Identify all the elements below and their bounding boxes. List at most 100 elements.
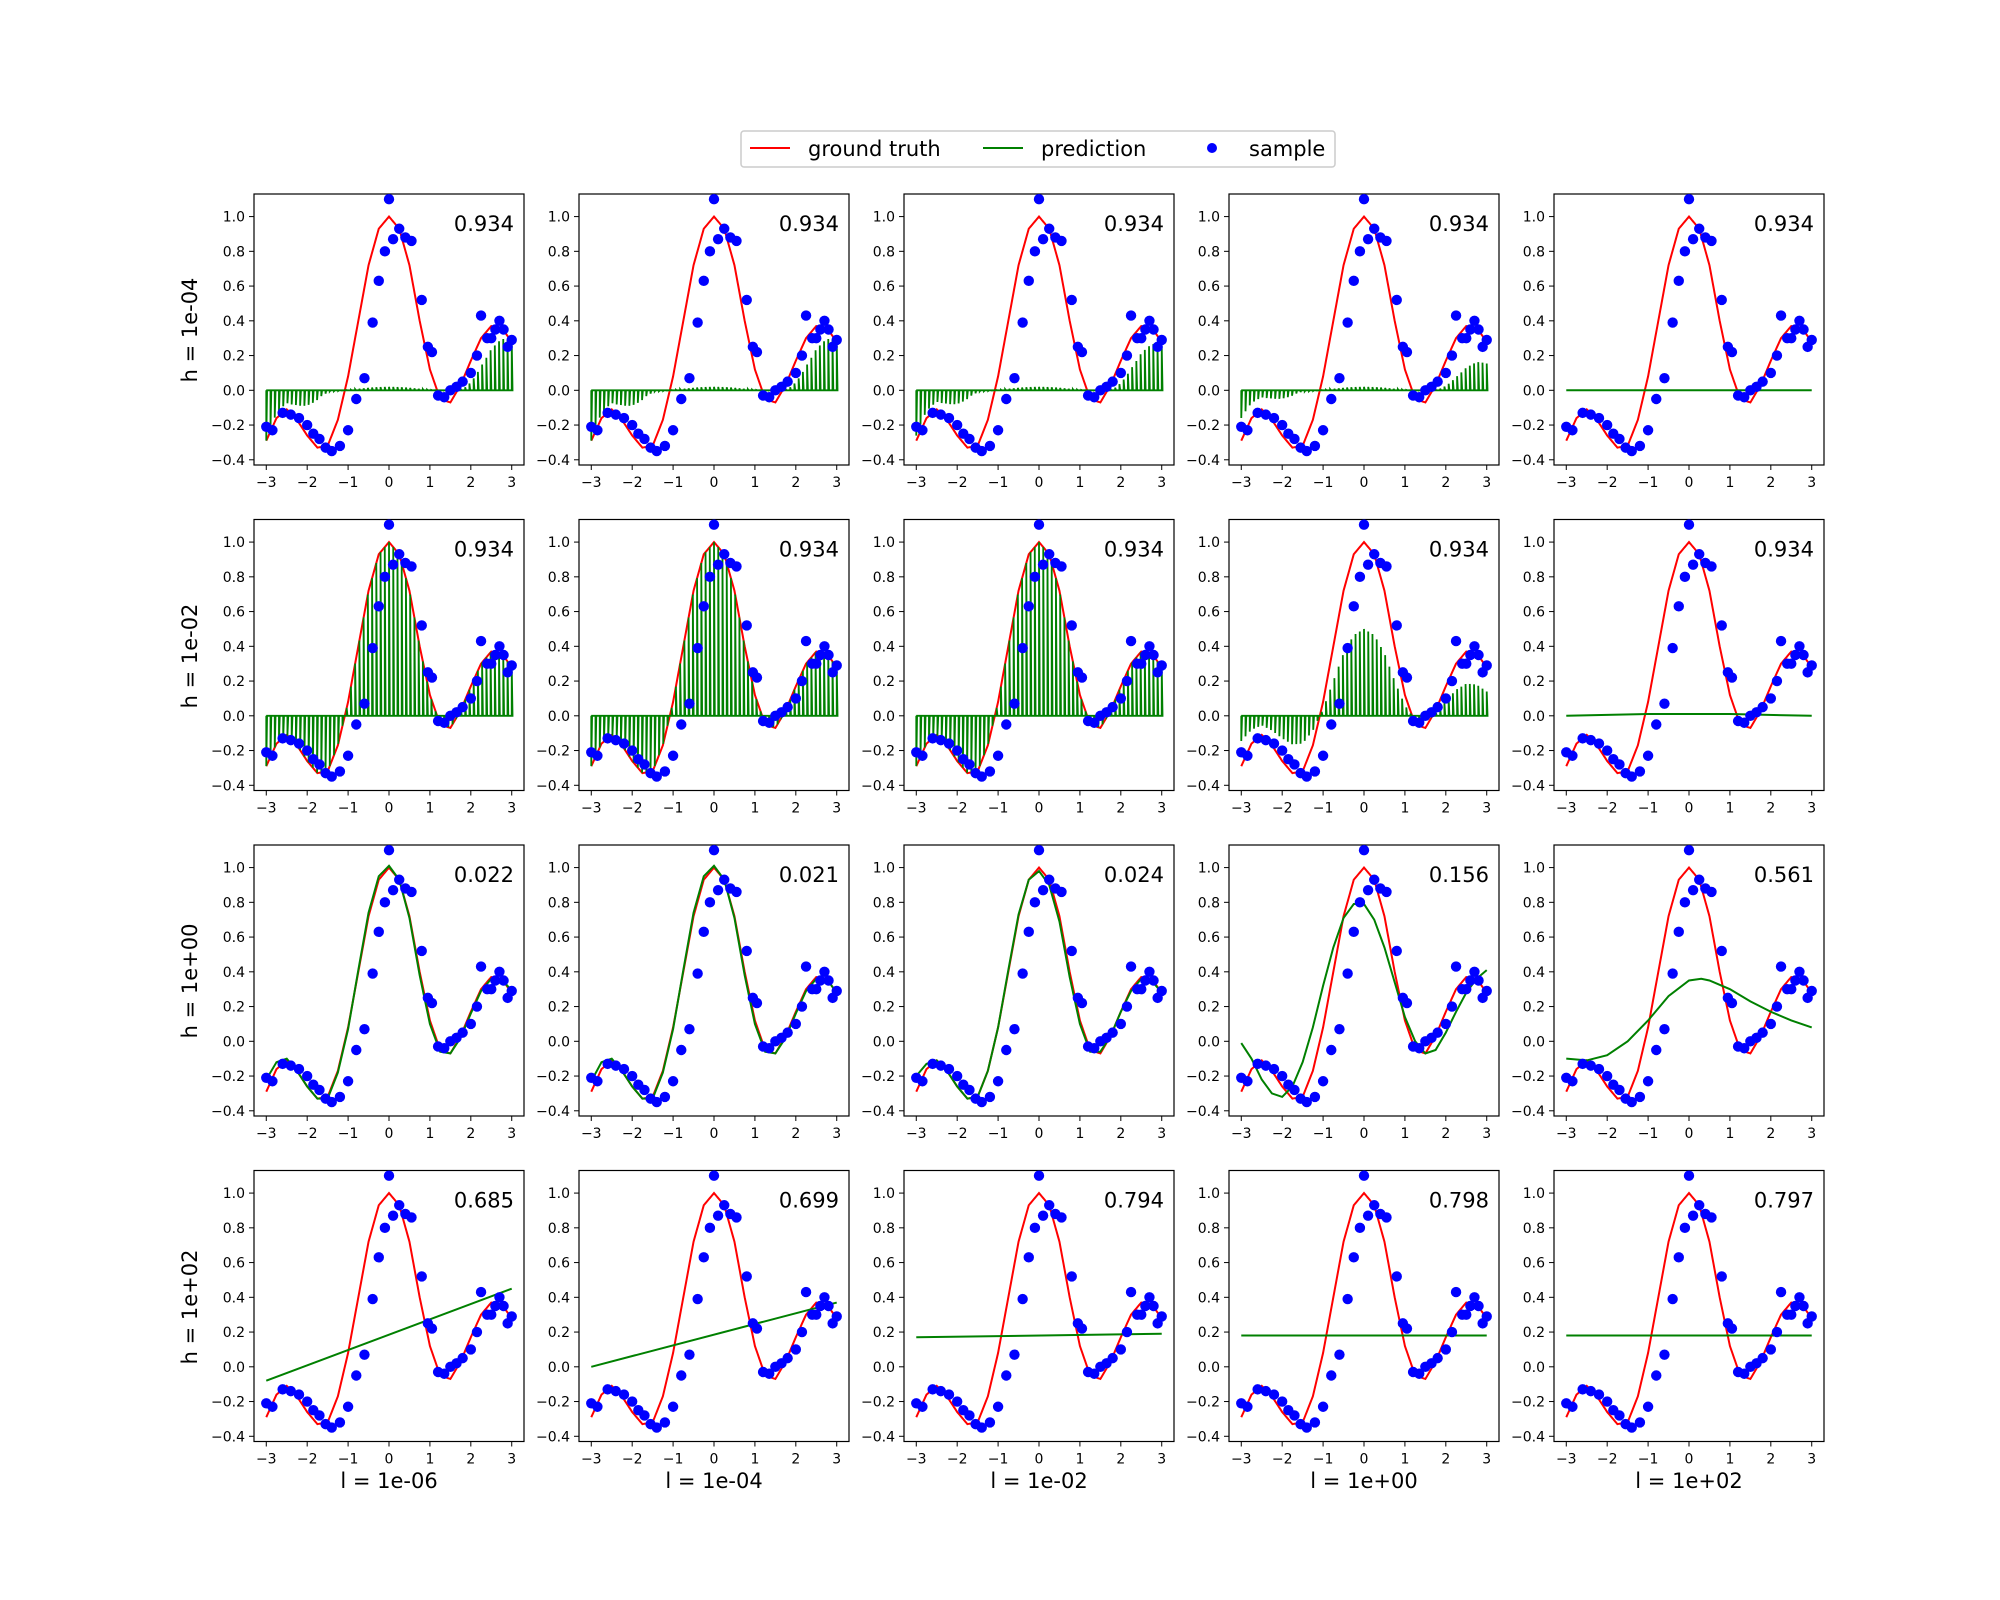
ground-truth-line	[1565, 215, 1813, 449]
score-label: 0.934	[1429, 212, 1489, 236]
sample-point	[1694, 1200, 1705, 1211]
panel-r3-c3: −3 −2 −1 0 1 2 3 −0.4 −0.2 0.0 0.2 0.4 0.6 0.8 1.0 0.79…	[1186, 1169, 1500, 1468]
sample-point	[719, 1200, 730, 1211]
sample-point	[267, 425, 278, 436]
sample-point	[267, 1401, 278, 1412]
sample-point	[1577, 407, 1588, 419]
sample-point	[823, 975, 834, 986]
x-tick-label: −3	[906, 801, 927, 817]
sample-point	[1089, 392, 1100, 403]
col-label-1: l = 1e-04	[665, 1469, 762, 1493]
score-label: 0.934	[454, 538, 514, 562]
sample-point	[285, 1060, 297, 1071]
sample-point	[1326, 1370, 1337, 1381]
x-tick-label: 2	[791, 801, 800, 817]
y-tick-label: 0.0	[1198, 1034, 1220, 1050]
x-tick-label: −2	[622, 1452, 643, 1468]
sample-point	[334, 1091, 346, 1103]
sample-point	[1481, 1311, 1492, 1322]
sample-point	[379, 1222, 391, 1234]
sample-point	[1806, 334, 1817, 346]
sample-point	[592, 425, 603, 436]
y-tick-label: 1.0	[223, 861, 245, 877]
sample-point	[708, 845, 720, 856]
sample-point	[1289, 1410, 1300, 1421]
x-tick-label: −3	[256, 475, 277, 491]
sample-point	[651, 1422, 662, 1433]
sample-point	[1029, 246, 1041, 257]
x-tick-label: 1	[425, 1452, 434, 1468]
sample-point	[1401, 997, 1413, 1009]
y-tick-label: 0.0	[873, 383, 895, 399]
sample-point	[917, 750, 928, 761]
panel-r1-c3: −3 −2 −1 0 1 2 3 −0.4 −0.2 0.0 0.2 0.4 0.6 0.8 1.0 0.93…	[1186, 518, 1500, 817]
sample-point	[698, 926, 709, 938]
sample-point	[1601, 419, 1613, 431]
y-tick-label: −0.4	[211, 1429, 245, 1445]
x-tick-label: −1	[663, 801, 684, 817]
y-tick-label: −0.4	[536, 1429, 570, 1445]
sample-point	[1334, 1349, 1345, 1360]
sample-point	[610, 734, 622, 746]
sample-point	[475, 310, 487, 321]
sample-point	[1401, 346, 1413, 358]
y-tick-label: 0.2	[1198, 1000, 1220, 1016]
sample-point	[819, 641, 830, 652]
sample-point	[301, 1396, 313, 1407]
y-tick-label: 0.8	[223, 895, 245, 911]
sample-point	[1115, 367, 1127, 379]
sample-point	[1626, 1422, 1637, 1433]
sample-point	[1673, 926, 1684, 938]
y-tick-label: 1.0	[548, 861, 570, 877]
sample-point	[1301, 1422, 1312, 1433]
sample-point	[819, 966, 830, 978]
y-tick-label: −0.2	[1511, 744, 1545, 760]
col-label-2: l = 1e-02	[990, 1469, 1087, 1493]
sample-point	[1757, 1027, 1768, 1038]
sample-point	[394, 874, 405, 885]
sample-point	[277, 1058, 288, 1070]
sample-point	[659, 1417, 671, 1428]
x-tick-label: 1	[1400, 1126, 1409, 1142]
sample-point	[1276, 419, 1288, 431]
x-tick-label: 1	[750, 1126, 759, 1142]
sample-point	[1440, 693, 1452, 704]
sample-point	[1044, 1200, 1055, 1211]
sample-point	[790, 1018, 802, 1030]
sample-point	[351, 393, 362, 405]
x-tick-label: −3	[1231, 1452, 1252, 1468]
x-tick-label: −2	[622, 475, 643, 491]
sample-point	[1009, 698, 1020, 709]
x-tick-label: 3	[832, 1126, 841, 1142]
y-tick-label: 0.6	[548, 605, 570, 621]
y-tick-label: 0.4	[873, 965, 895, 981]
sample-point	[1667, 317, 1678, 328]
sample-point	[992, 1076, 1004, 1087]
sample-point	[285, 409, 297, 420]
sample-point	[1432, 376, 1443, 387]
sample-point	[626, 745, 638, 756]
sample-point	[1593, 412, 1605, 424]
x-tick-label: 2	[466, 801, 475, 817]
x-tick-label: 3	[1807, 1452, 1816, 1468]
sample-point	[731, 1212, 742, 1223]
sample-point	[1567, 1076, 1578, 1087]
sample-point	[831, 1311, 842, 1322]
sample-point	[1634, 440, 1646, 452]
sample-point	[486, 332, 497, 344]
sample-point	[1401, 1323, 1413, 1334]
y-tick-label: 0.4	[873, 1290, 895, 1306]
legend: ground truth prediction sample	[740, 130, 1336, 168]
y-tick-label: 0.2	[1523, 1325, 1545, 1341]
sample-point	[1089, 1368, 1100, 1379]
y-tick-label: −0.2	[211, 1069, 245, 1085]
sample-point	[1260, 409, 1272, 420]
y-tick-label: 1.0	[223, 210, 245, 226]
x-tick-label: 0	[385, 801, 394, 817]
sample-point	[626, 1396, 638, 1407]
sample-point	[1242, 1401, 1253, 1412]
sample-point	[1381, 886, 1392, 898]
sample-point	[379, 897, 391, 908]
sample-point	[719, 223, 730, 234]
sample-point	[457, 1352, 468, 1364]
